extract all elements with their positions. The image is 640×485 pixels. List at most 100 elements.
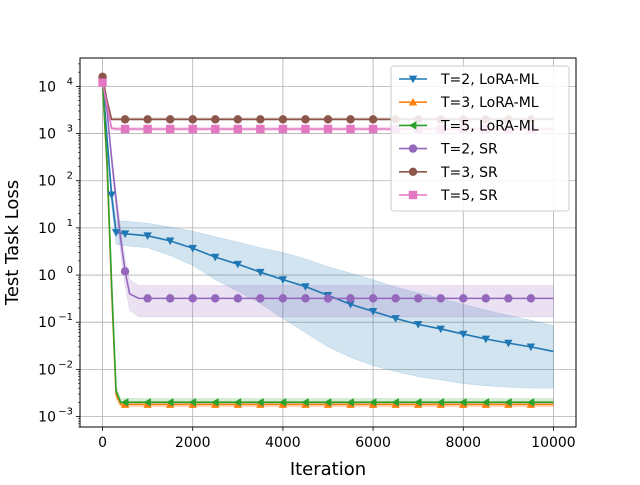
legend-marker <box>408 121 417 130</box>
legend-marker <box>408 167 418 176</box>
y-tick-exponent: −3 <box>58 407 73 418</box>
marker-t-2-lora-ml <box>120 230 130 238</box>
marker-t-2-lora-ml <box>391 315 400 323</box>
marker-t-2-sr <box>526 294 536 303</box>
marker-t-5-lora-ml <box>413 398 422 407</box>
marker-t-5-lora-ml <box>188 398 197 407</box>
y-tick-label: 10 <box>38 362 56 378</box>
marker-t-5-lora-ml <box>120 398 129 407</box>
marker-t-3-sr <box>165 115 175 124</box>
y-tick-exponent: 2 <box>67 171 73 182</box>
marker-t-2-lora-ml <box>107 191 116 200</box>
y-tick-label: 10 <box>38 127 56 143</box>
marker-t-2-sr <box>459 294 468 303</box>
marker-t-2-lora-ml <box>368 307 378 316</box>
marker-t-2-sr <box>346 294 355 303</box>
marker-t-5-sr <box>256 124 265 134</box>
marker-t-2-lora-ml <box>301 283 310 291</box>
y-tick-exponent: −1 <box>58 312 73 323</box>
legend-marker <box>408 98 418 106</box>
band-t-2-sr <box>102 75 554 318</box>
marker-t-5-lora-ml <box>526 398 535 407</box>
y-tick-label: 10 <box>38 79 56 95</box>
line-t-5-lora-ml <box>101 82 554 404</box>
marker-t-2-sr <box>301 294 310 303</box>
y-tick-exponent: 3 <box>67 124 73 135</box>
marker-t-2-sr <box>188 294 197 303</box>
marker-t-3-sr <box>211 115 220 124</box>
marker-t-5-lora-ml <box>504 398 512 407</box>
y-tick-exponent: 0 <box>67 265 73 276</box>
y-tick-exponent: 4 <box>67 76 73 87</box>
y-tick-label: 10 <box>38 221 56 237</box>
marker-t-5-sr <box>323 124 333 134</box>
marker-t-5-lora-ml <box>143 398 151 407</box>
marker-t-2-lora-ml <box>233 260 243 269</box>
marker-t-3-sr <box>301 115 310 124</box>
legend-marker <box>408 75 418 84</box>
marker-t-5-lora-ml <box>233 398 242 407</box>
marker-t-2-lora-ml <box>526 343 536 352</box>
marker-t-2-sr <box>481 294 491 303</box>
marker-t-2-sr <box>391 294 400 303</box>
y-tick-exponent: 1 <box>67 218 73 229</box>
marker-t-5-sr <box>278 124 288 134</box>
marker-t-3-sr <box>278 115 288 124</box>
marker-t-2-sr <box>436 294 445 303</box>
x-tick-label: 2000 <box>175 435 211 451</box>
marker-t-3-sr <box>323 115 333 124</box>
marker-t-3-sr <box>188 115 197 124</box>
marker-t-5-lora-ml <box>211 398 219 407</box>
y-axis-title: Test Task Loss <box>2 180 23 306</box>
plot-frame <box>79 57 577 428</box>
x-tick-label: 6000 <box>355 435 391 451</box>
marker-t-5-lora-ml <box>391 398 399 407</box>
x-tick-label: 8000 <box>445 435 481 451</box>
y-tick-label: 10 <box>38 174 56 190</box>
x-tick-label: 0 <box>98 435 107 451</box>
marker-t-5-lora-ml <box>256 398 264 407</box>
line-t-2-sr <box>101 77 554 300</box>
marker-t-5-lora-ml <box>323 398 332 407</box>
legend-label: T=5, LoRA-ML <box>440 118 539 134</box>
marker-t-2-lora-ml <box>278 276 288 284</box>
x-tick-label: 4000 <box>265 435 301 451</box>
legend-label: T=2, LoRA-ML <box>440 72 539 88</box>
marker-t-2-lora-ml <box>346 300 355 309</box>
legend-marker <box>408 190 418 200</box>
marker-t-5-lora-ml <box>165 398 174 407</box>
marker-t-5-lora-ml <box>459 398 467 407</box>
legend-label: T=2, SR <box>440 142 498 158</box>
marker-t-2-lora-ml <box>459 330 468 339</box>
marker-t-5-sr <box>120 124 130 134</box>
marker-t-2-lora-ml <box>143 232 152 240</box>
marker-t-2-sr <box>413 294 423 303</box>
marker-t-5-lora-ml <box>481 398 490 407</box>
marker-t-2-lora-ml <box>256 268 265 277</box>
marker-t-5-sr <box>211 124 220 134</box>
band-t-2-lora-ml <box>102 76 554 389</box>
marker-t-5-sr <box>188 124 197 134</box>
legend-label: T=3, LoRA-ML <box>440 95 539 111</box>
marker-t-5-lora-ml <box>346 398 354 407</box>
marker-t-5-sr <box>143 124 152 134</box>
marker-t-2-lora-ml <box>504 339 513 348</box>
legend: T=2, LoRA-ML T=3, LoRA-ML T=5, LoRA-ML T=2,… <box>390 65 570 212</box>
marker-t-2-sr <box>323 294 333 303</box>
marker-t-3-sr <box>368 115 378 124</box>
marker-t-5-lora-ml <box>278 398 287 407</box>
y-tick-label: 10 <box>38 268 56 284</box>
legend-marker <box>408 144 418 153</box>
marker-t-5-sr <box>233 124 243 134</box>
marker-t-2-sr <box>278 294 288 303</box>
marker-t-2-lora-ml <box>211 253 220 262</box>
x-tick-label: 10000 <box>531 435 576 451</box>
marker-t-2-sr <box>256 294 265 303</box>
legend-box <box>390 65 570 212</box>
marker-t-2-sr <box>504 294 513 303</box>
marker-t-2-sr <box>368 294 378 303</box>
marker-t-2-lora-ml <box>111 229 121 237</box>
marker-t-2-lora-ml <box>188 244 197 253</box>
